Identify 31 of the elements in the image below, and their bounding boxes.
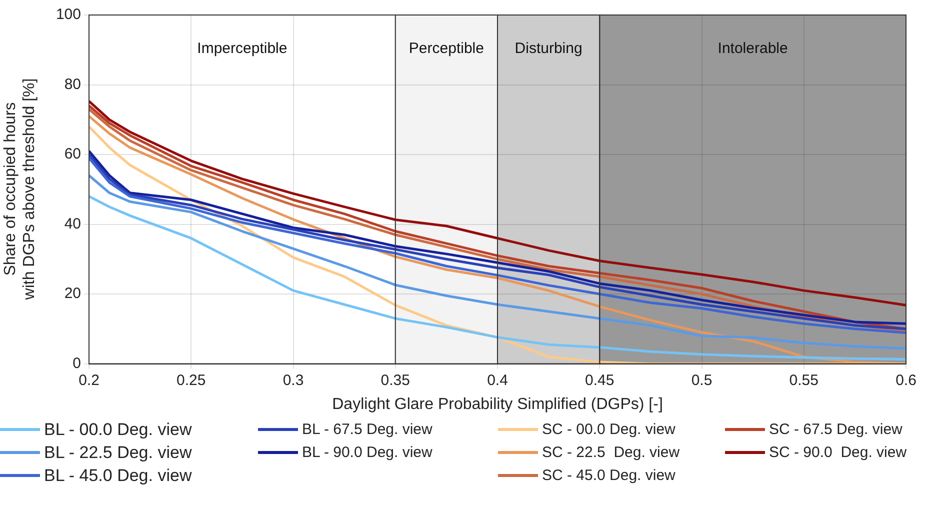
x-tick-label: 0.35 <box>380 372 410 389</box>
band-label: Perceptible <box>408 40 484 58</box>
legend-label: SC - 67.5 Deg. view <box>769 421 902 438</box>
x-axis-title: Daylight Glare Probability Simplified (DGPs) [-] <box>332 396 663 413</box>
x-tick-label: 0.6 <box>896 372 916 389</box>
legend-label: SC - 00.0 Deg. view <box>542 421 676 438</box>
legend-label: BL - 22.5 Deg. view <box>44 442 192 462</box>
legend-label: SC - 90.0 Deg. view <box>769 444 907 461</box>
x-tick-label: 0.45 <box>585 372 614 389</box>
x-tick-label: 0.3 <box>282 372 304 389</box>
x-tick-label: 0.25 <box>176 372 206 389</box>
y-tick-label: 100 <box>56 6 81 24</box>
legend-label: SC - 22.5 Deg. view <box>542 444 680 461</box>
legend-label: BL - 67.5 Deg. view <box>302 421 432 438</box>
legend-label: BL - 00.0 Deg. view <box>44 420 192 440</box>
y-tick-label: 60 <box>64 146 81 163</box>
y-tick-label: 20 <box>64 285 81 302</box>
y-tick-label: 0 <box>72 354 81 372</box>
band-label: Intolerable <box>718 40 788 58</box>
legend-label: BL - 90.0 Deg. view <box>302 444 432 461</box>
band-label: Disturbing <box>514 40 582 58</box>
y-tick-label: 80 <box>64 76 81 93</box>
x-tick-label: 0.5 <box>691 372 712 389</box>
legend-label: SC - 45.0 Deg. view <box>542 467 676 484</box>
annotation: Imperceptible <box>197 40 288 58</box>
x-tick-label: 0.2 <box>78 372 100 389</box>
x-tick-label: 0.55 <box>789 372 818 389</box>
legend-label: BL - 45.0 Deg. view <box>44 466 192 486</box>
y-tick-label: 40 <box>64 215 81 232</box>
x-tick-label: 0.4 <box>487 372 508 389</box>
y-axis-title: Share of occupied hours with DGPs above threshold [%] <box>1 77 39 302</box>
